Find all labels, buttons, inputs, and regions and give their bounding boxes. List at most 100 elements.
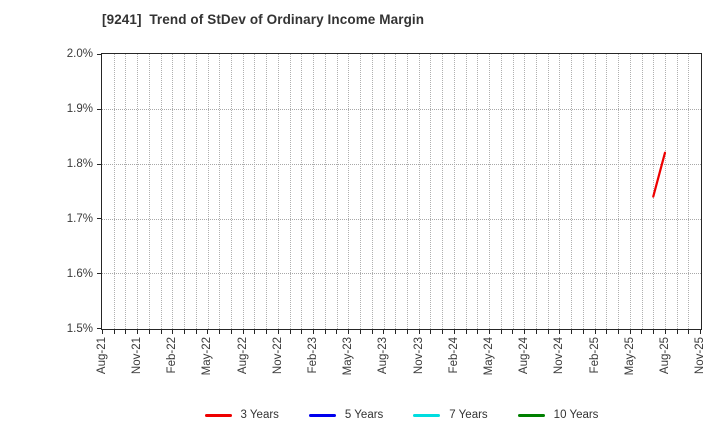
vertical-gridline [594,54,596,329]
vertical-gridline [383,54,385,329]
legend-label: 3 Years [240,409,279,421]
x-tick-mark [219,330,221,334]
vertical-gridline [606,54,608,329]
x-tick-mark [172,330,174,334]
x-tick-mark [582,330,584,334]
vertical-gridline [418,54,420,329]
x-tick-mark [242,330,244,334]
vertical-gridline [442,54,444,329]
x-tick-label: May-24 [482,337,495,376]
vertical-gridline [665,54,666,329]
vertical-gridline [547,54,549,329]
x-tick-mark [442,330,444,334]
horizontal-gridline [102,218,701,220]
vertical-gridline [571,54,573,329]
x-tick-mark [571,330,573,334]
legend-label: 7 Years [449,409,488,421]
vertical-gridline [324,54,326,329]
x-tick-label: Nov-25 [694,337,707,375]
vertical-gridline [360,54,362,329]
x-tick-mark [371,330,373,334]
y-tick-label: 1.6% [66,267,93,280]
series-line-3-years [652,151,667,198]
y-tick-mark [97,163,101,165]
vertical-gridline [559,54,561,329]
horizontal-gridline [102,273,701,275]
x-tick-mark [113,330,115,334]
x-tick-label: Aug-24 [518,337,531,375]
chart-title: [9241] Trend of StDev of Ordinary Income… [102,12,425,27]
vertical-gridline [629,54,631,329]
legend-item-10-years: 10 Years [517,408,599,422]
x-tick-mark [406,330,408,334]
x-tick-mark [617,330,619,334]
x-tick-mark [277,330,279,334]
x-tick-mark [606,330,608,334]
vertical-gridline [219,54,221,329]
vertical-gridline [641,54,643,329]
x-tick-label: Aug-21 [95,337,108,375]
x-tick-mark [524,330,526,334]
vertical-gridline [207,54,209,329]
x-tick-label: Feb-22 [166,337,179,374]
y-tick-label: 1.7% [66,212,93,225]
vertical-gridline [277,54,279,329]
vertical-gridline [676,54,678,329]
vertical-gridline [512,54,514,329]
vertical-gridline [137,54,139,329]
y-tick-label: 2.0% [66,48,93,61]
x-tick-mark [301,330,303,334]
vertical-gridline [582,54,584,329]
x-tick-mark [629,330,631,334]
y-tick-mark [97,53,101,55]
vertical-gridline [266,54,268,329]
x-tick-label: Nov-21 [131,337,144,375]
vertical-gridline [477,54,479,329]
vertical-gridline [524,54,526,329]
vertical-gridline [231,54,233,329]
x-tick-label: Nov-24 [553,337,566,375]
legend-swatch [517,413,545,417]
vertical-gridline [125,54,127,329]
y-tick-label: 1.9% [66,103,93,116]
vertical-gridline [371,54,373,329]
x-tick-mark [266,330,268,334]
vertical-gridline [301,54,303,329]
x-tick-mark [535,330,537,334]
x-tick-mark [336,330,338,334]
vertical-gridline [395,54,397,329]
x-tick-mark [137,330,139,334]
x-tick-mark [395,330,397,334]
x-tick-mark [547,330,549,334]
x-tick-mark [125,330,127,334]
vertical-gridline [289,54,291,329]
x-tick-mark [383,330,385,334]
x-tick-mark [488,330,490,334]
y-tick-mark [97,108,101,110]
y-tick-mark [97,328,101,330]
x-tick-mark [418,330,420,334]
x-tick-mark [254,330,256,334]
vertical-gridline [688,54,690,329]
plot-area [101,53,702,330]
legend: 3 Years 5 Years 7 Years 10 Years [101,406,702,424]
legend-item-3-years: 3 Years [204,408,279,422]
x-tick-label: Aug-22 [236,337,249,375]
x-tick-mark [359,330,361,334]
x-tick-mark [207,330,209,334]
x-tick-mark [230,330,232,334]
series-plot-layer [652,151,667,198]
x-tick-mark [688,330,690,334]
vertical-gridline [172,54,174,329]
vertical-gridline [453,54,455,329]
legend-item-7-years: 7 Years [413,408,488,422]
vertical-gridline [618,54,620,329]
legend-label: 10 Years [553,409,599,421]
legend-swatch [308,413,336,417]
y-tick-mark [97,218,101,220]
vertical-gridline [313,54,315,329]
vertical-gridline [242,54,244,329]
vertical-gridline [465,54,467,329]
x-tick-mark [160,330,162,334]
